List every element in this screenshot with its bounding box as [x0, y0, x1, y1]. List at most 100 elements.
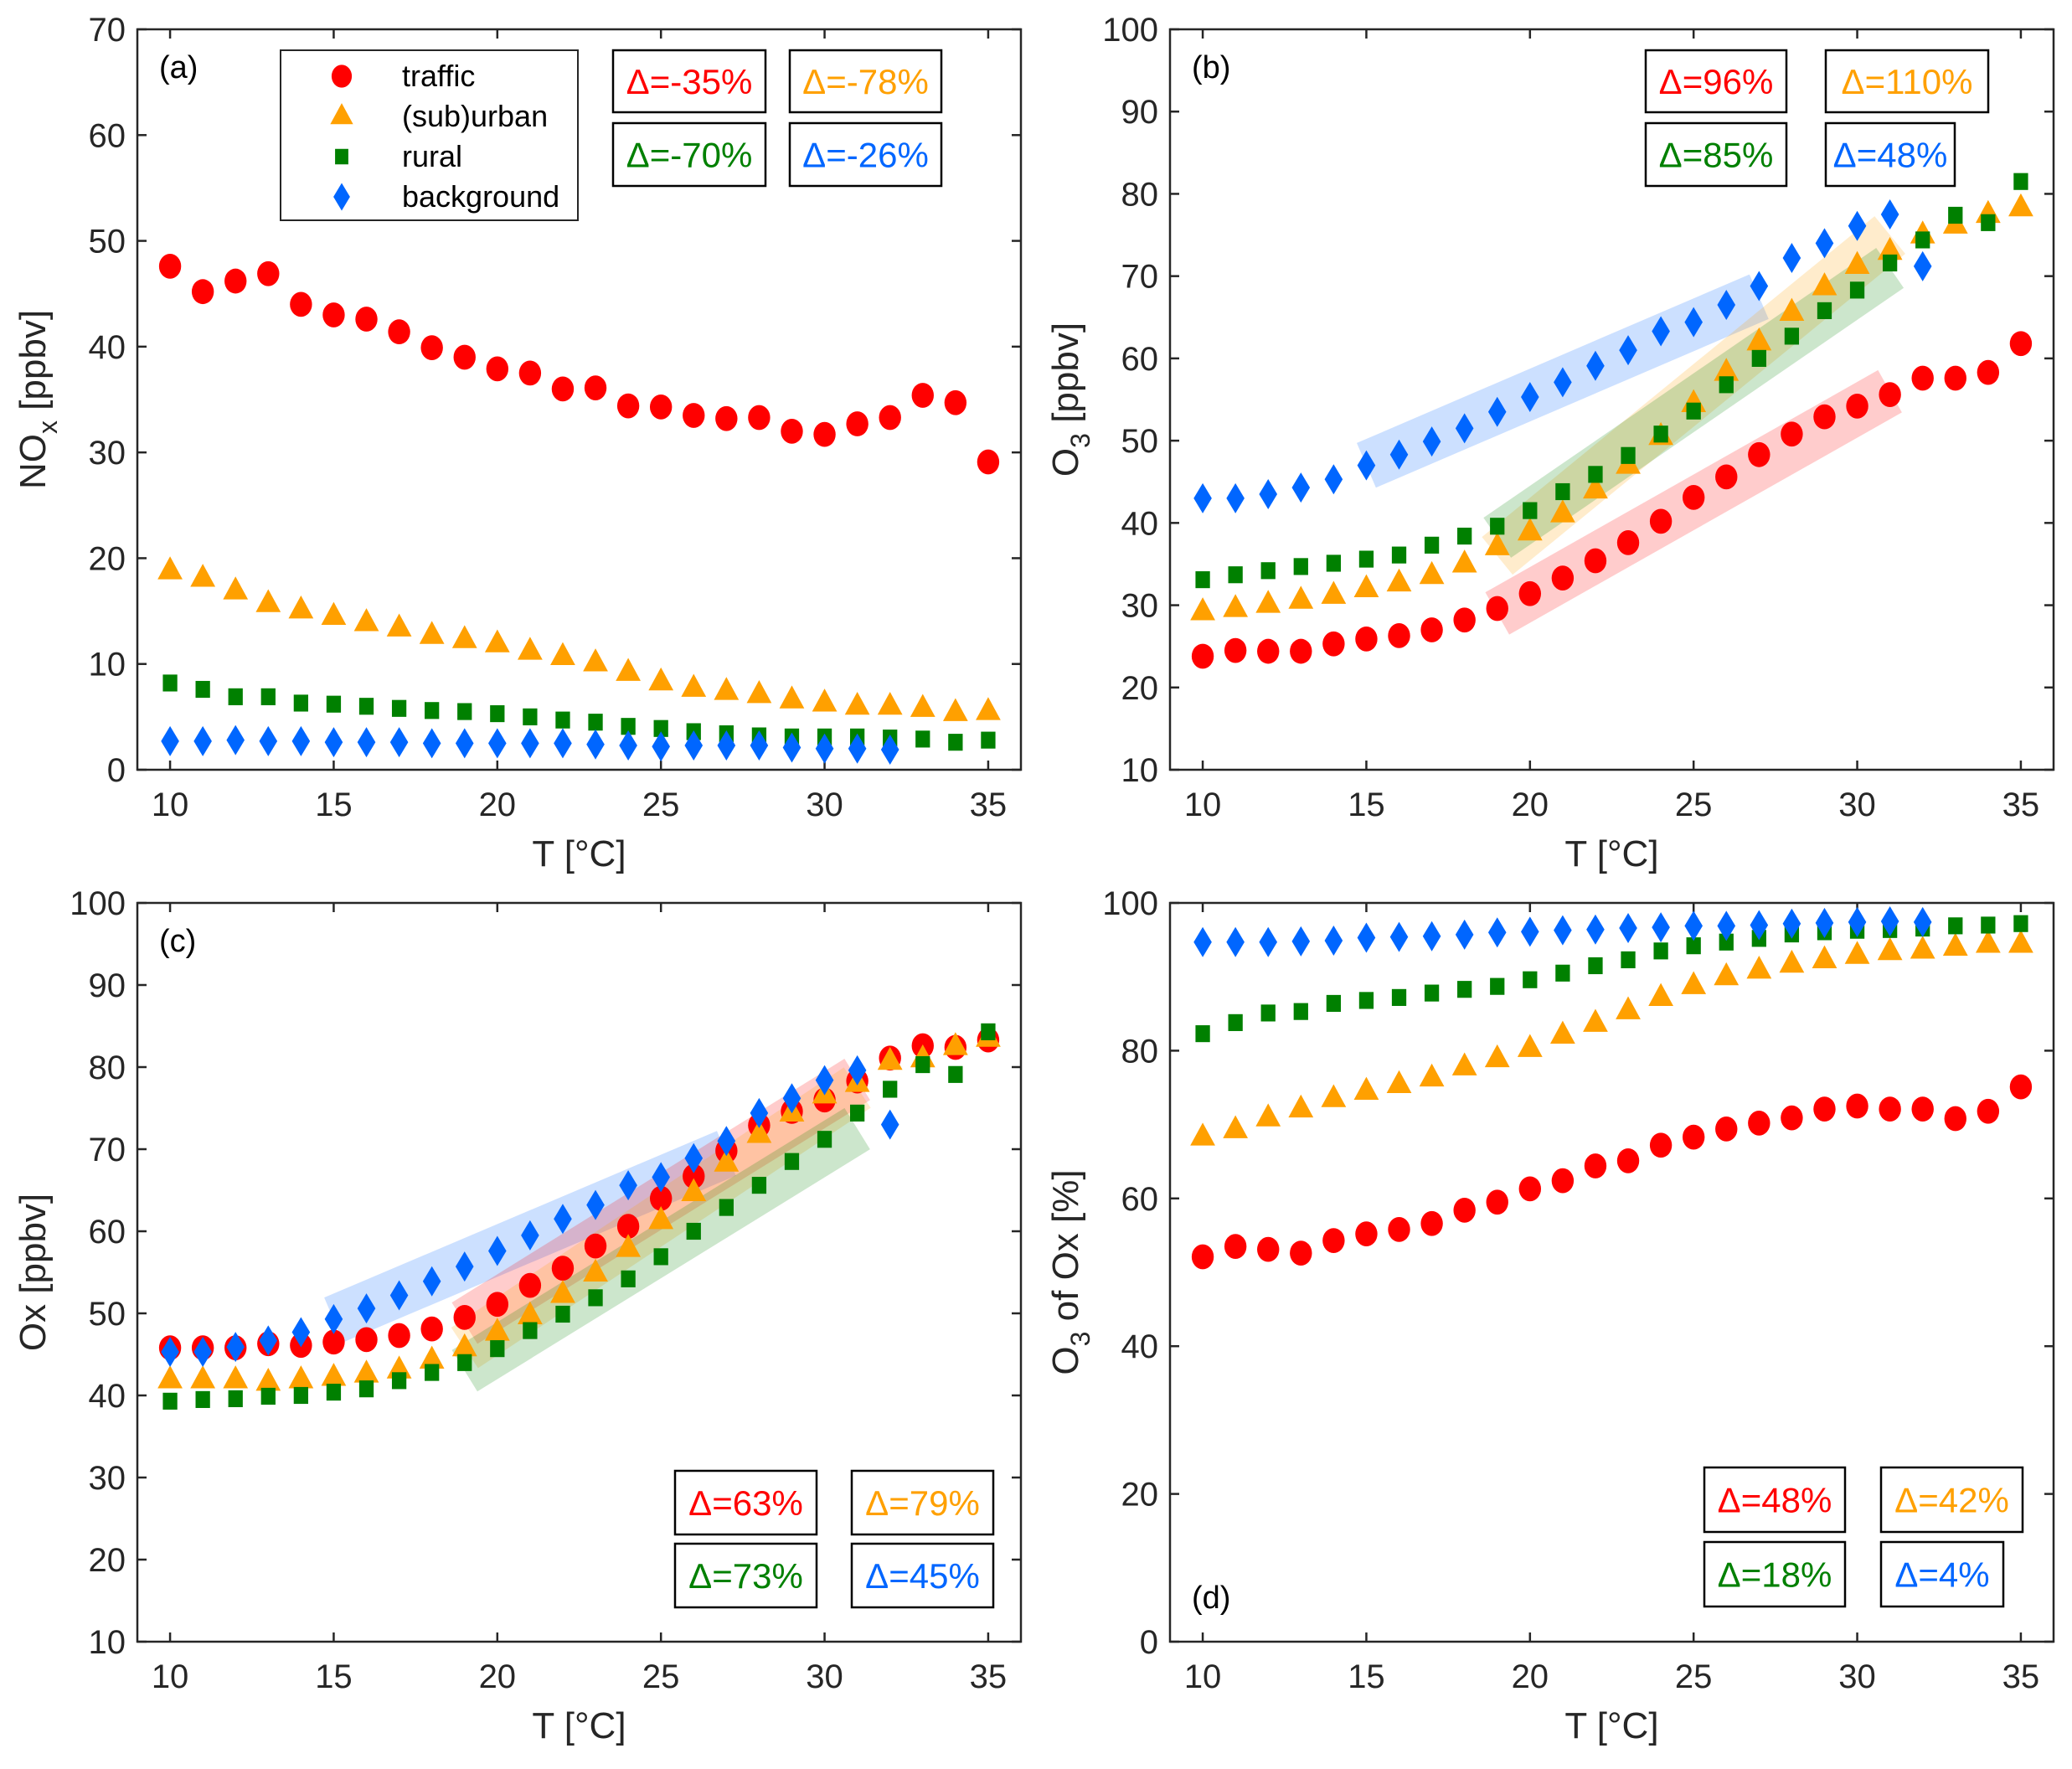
data-point-background — [455, 1251, 474, 1282]
data-point-rural — [1523, 971, 1538, 988]
data-point-background — [357, 1293, 376, 1324]
data-point-traffic — [1257, 1236, 1280, 1262]
data-point-suburban — [1746, 955, 1772, 979]
data-point-background — [554, 728, 572, 759]
legend-box — [280, 49, 579, 221]
data-point-rural — [490, 1340, 505, 1358]
data-point-traffic — [879, 405, 901, 431]
data-point-suburban — [1484, 532, 1510, 555]
x-tick-label: 10 — [152, 787, 189, 823]
data-point-traffic — [1257, 638, 1280, 664]
data-point-traffic — [1944, 365, 1966, 391]
panel-c: 10 15 20 25 30 35 10 20 30 40 50 60 70 80 90 100 T [°C] O… — [13, 885, 1023, 1746]
data-point-background — [652, 1162, 670, 1193]
series-rural — [162, 1023, 996, 1410]
data-point-traffic — [1420, 617, 1443, 642]
data-point-traffic — [1453, 1198, 1476, 1223]
delta-annotation-text: Δ=79% — [865, 1483, 980, 1523]
data-point-traffic — [1191, 1244, 1214, 1270]
x-axis-label: T [°C] — [1564, 833, 1658, 874]
data-point-background — [1389, 921, 1409, 952]
data-point-rural — [1621, 446, 1636, 464]
data-point-rural — [260, 1387, 276, 1405]
data-point-suburban — [779, 685, 805, 709]
series-suburban — [157, 556, 1001, 721]
x-tick-label: 25 — [1675, 787, 1713, 823]
data-point-traffic — [551, 1256, 575, 1281]
data-point-traffic — [1977, 359, 2000, 385]
y-tick-label: 30 — [1121, 588, 1159, 625]
delta-annotation-text: Δ=63% — [688, 1483, 803, 1523]
y-tick-label: 20 — [89, 1542, 126, 1579]
data-point-rural — [1686, 402, 1701, 420]
data-point-background — [1324, 925, 1343, 956]
data-point-rural — [621, 1270, 636, 1287]
delta-annotation: Δ=79% — [850, 1469, 995, 1536]
data-point-rural — [1719, 933, 1734, 951]
data-point-rural — [228, 1390, 243, 1407]
data-point-traffic — [551, 376, 575, 402]
data-point-suburban — [2008, 193, 2033, 217]
data-point-traffic — [977, 449, 1000, 475]
delta-annotation: Δ=73% — [673, 1542, 818, 1609]
y-axis-label: Ox [ppbv] — [13, 1194, 54, 1351]
delta-annotation: Δ=4% — [1879, 1540, 2005, 1608]
y-tick-label: 0 — [1140, 1624, 1158, 1661]
data-point-rural — [1817, 302, 1832, 319]
data-point-suburban — [648, 667, 674, 691]
data-point-background — [1455, 413, 1474, 444]
data-point-suburban — [419, 621, 445, 644]
data-point-background — [521, 1220, 539, 1251]
delta-annotation: Δ=45% — [850, 1542, 995, 1609]
data-point-background — [521, 728, 539, 759]
data-point-rural — [425, 702, 440, 719]
data-point-traffic — [781, 419, 803, 444]
data-point-background — [291, 1317, 311, 1348]
data-point-suburban — [844, 691, 870, 715]
data-point-background — [226, 1332, 245, 1363]
panel-a: 10 15 20 25 30 35 0 10 20 30 40 50 60 70 T [°C] NOx [pp… — [13, 12, 1023, 874]
delta-annotation-box — [673, 1542, 818, 1609]
data-point-background — [1291, 472, 1311, 503]
x-tick-label: 10 — [152, 1658, 189, 1695]
series-background — [161, 725, 899, 766]
data-point-traffic — [1224, 637, 1247, 663]
x-tick-label: 15 — [1348, 1658, 1385, 1695]
y-tick-label: 50 — [89, 1296, 126, 1333]
data-point-rural — [1523, 502, 1538, 519]
data-point-background — [1554, 367, 1572, 398]
data-point-background — [324, 1303, 343, 1334]
delta-annotation-box — [1644, 121, 1788, 188]
data-point-background — [488, 728, 507, 759]
data-point-rural — [1358, 992, 1374, 1009]
data-point-rural — [1326, 554, 1342, 572]
data-point-rural — [457, 703, 472, 720]
data-point-rural — [653, 719, 668, 737]
data-point-suburban — [1288, 1094, 1314, 1118]
data-point-background — [1848, 210, 1867, 241]
data-point-suburban — [1714, 962, 1740, 986]
data-point-traffic — [322, 302, 345, 327]
data-point-rural — [883, 1080, 898, 1098]
data-point-rural — [1719, 376, 1734, 394]
data-point-traffic — [453, 1305, 476, 1330]
data-point-suburban — [451, 1333, 477, 1357]
data-point-background — [848, 733, 867, 764]
data-point-suburban — [1255, 590, 1281, 613]
delta-annotation: Δ=-35% — [611, 49, 767, 114]
data-point-rural — [1882, 254, 1898, 272]
data-point-traffic — [1322, 1228, 1345, 1253]
data-point-suburban — [1451, 1052, 1477, 1075]
data-point-rural — [457, 1354, 472, 1371]
data-point-background — [1487, 396, 1507, 427]
x-tick-label: 35 — [2002, 1658, 2040, 1695]
data-point-background — [1782, 908, 1801, 939]
data-point-rural — [1228, 1013, 1243, 1031]
data-point-suburban — [1484, 1044, 1510, 1068]
data-point-traffic — [2009, 331, 2033, 357]
data-point-traffic — [1616, 530, 1640, 555]
data-point-suburban — [1321, 580, 1347, 604]
data-point-suburban — [1353, 574, 1379, 597]
data-point-rural — [358, 698, 374, 715]
data-point-traffic — [911, 383, 934, 408]
